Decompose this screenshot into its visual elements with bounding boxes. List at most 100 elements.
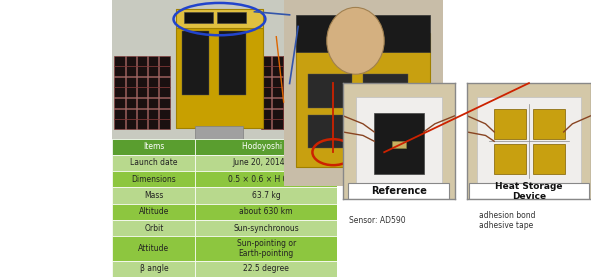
Bar: [148, 66, 158, 76]
Bar: [196, 187, 337, 204]
Text: Altitude: Altitude: [139, 207, 169, 216]
Bar: [196, 155, 337, 171]
Bar: [148, 109, 158, 119]
Bar: [126, 77, 136, 87]
Bar: [115, 98, 125, 108]
Text: Launch date: Launch date: [130, 158, 177, 167]
Bar: [159, 88, 170, 98]
Bar: [494, 109, 527, 139]
Bar: [261, 56, 271, 66]
Bar: [272, 66, 282, 76]
Bar: [159, 66, 170, 76]
Bar: [115, 109, 125, 119]
Bar: [115, 88, 125, 98]
Bar: [148, 56, 158, 66]
Bar: [494, 143, 527, 174]
Bar: [306, 119, 316, 129]
Bar: [184, 12, 213, 24]
Bar: [306, 109, 316, 119]
Text: Sun-synchronous: Sun-synchronous: [233, 224, 299, 233]
Bar: [261, 77, 271, 87]
Bar: [148, 88, 158, 98]
Bar: [182, 31, 209, 95]
Bar: [137, 77, 147, 87]
Bar: [196, 126, 243, 147]
Bar: [112, 171, 196, 187]
Bar: [196, 261, 337, 277]
Bar: [126, 66, 136, 76]
Bar: [294, 98, 305, 108]
Text: Orbit: Orbit: [144, 224, 164, 233]
Text: 22.5 degree: 22.5 degree: [243, 264, 289, 273]
Bar: [196, 220, 337, 236]
Bar: [306, 98, 316, 108]
Bar: [261, 98, 271, 108]
Bar: [196, 204, 337, 220]
Bar: [137, 88, 147, 98]
Bar: [137, 56, 147, 66]
Bar: [294, 77, 305, 87]
Bar: [126, 109, 136, 119]
Bar: [306, 88, 316, 98]
Bar: [297, 15, 430, 52]
Bar: [532, 143, 565, 174]
Bar: [294, 119, 305, 129]
Bar: [392, 141, 405, 148]
Text: June 20, 2014 JST: June 20, 2014 JST: [233, 158, 300, 167]
Bar: [363, 115, 408, 148]
Bar: [115, 66, 125, 76]
Bar: [148, 98, 158, 108]
Bar: [126, 56, 136, 66]
Bar: [217, 12, 246, 24]
Bar: [115, 56, 125, 66]
Bar: [297, 34, 430, 167]
Bar: [294, 66, 305, 76]
Bar: [112, 187, 196, 204]
Bar: [283, 88, 294, 98]
Bar: [261, 88, 271, 98]
Bar: [148, 77, 158, 87]
Bar: [307, 74, 352, 108]
Bar: [261, 119, 271, 129]
Text: about 630 km: about 630 km: [239, 207, 293, 216]
Bar: [176, 9, 263, 28]
Bar: [148, 119, 158, 129]
Bar: [532, 109, 565, 139]
Text: adhesion bond
adhesive tape: adhesion bond adhesive tape: [479, 211, 535, 230]
Bar: [294, 88, 305, 98]
Bar: [356, 97, 441, 188]
Bar: [283, 119, 294, 129]
Bar: [306, 56, 316, 66]
Bar: [112, 204, 196, 220]
Bar: [374, 113, 424, 174]
Text: Heat Storage
Device: Heat Storage Device: [495, 182, 563, 201]
Bar: [219, 31, 246, 95]
Bar: [196, 171, 337, 187]
Bar: [126, 88, 136, 98]
Bar: [272, 98, 282, 108]
Bar: [112, 138, 196, 155]
Text: 63.7 kg: 63.7 kg: [252, 191, 281, 200]
Text: 0.5 × 0.6 × H 0.8 m: 0.5 × 0.6 × H 0.8 m: [228, 175, 304, 184]
Text: Hodoyoshi 4: Hodoyoshi 4: [242, 142, 290, 151]
Text: Sun-pointing or
Earth-pointing: Sun-pointing or Earth-pointing: [236, 239, 296, 258]
FancyBboxPatch shape: [469, 183, 589, 199]
FancyBboxPatch shape: [348, 183, 450, 199]
Bar: [159, 56, 170, 66]
Bar: [294, 56, 305, 66]
Bar: [272, 56, 282, 66]
Bar: [159, 109, 170, 119]
Bar: [272, 77, 282, 87]
Bar: [272, 109, 282, 119]
Text: β angle: β angle: [139, 264, 168, 273]
Bar: [196, 138, 337, 155]
Text: Mass: Mass: [144, 191, 164, 200]
Bar: [272, 119, 282, 129]
Bar: [112, 236, 196, 261]
Bar: [306, 77, 316, 87]
Bar: [137, 109, 147, 119]
Bar: [307, 115, 352, 148]
Bar: [196, 236, 337, 261]
Text: Attitude: Attitude: [138, 244, 170, 253]
Bar: [272, 88, 282, 98]
